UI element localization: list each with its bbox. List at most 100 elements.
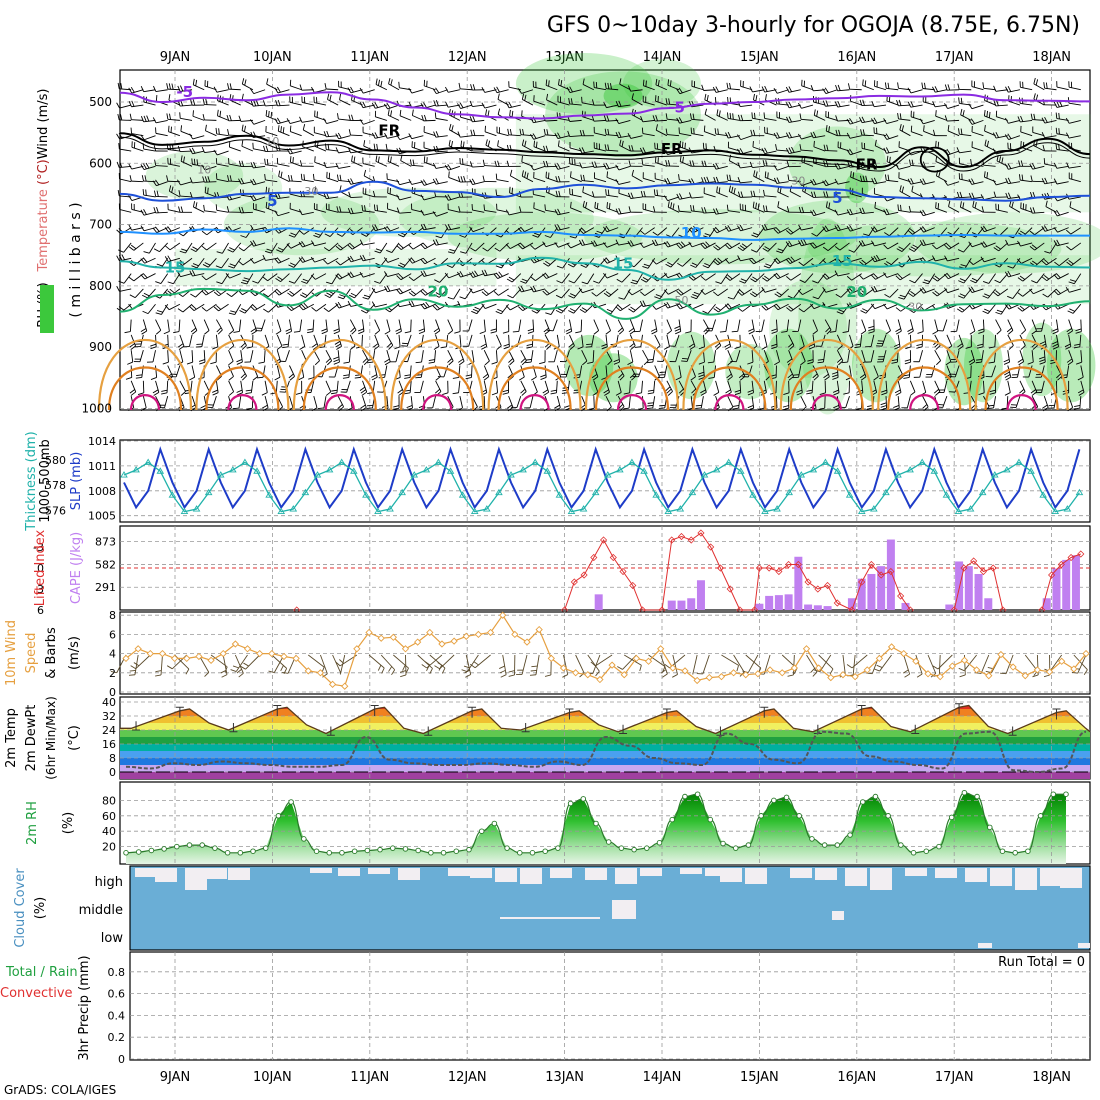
upper-wind-barb	[757, 203, 760, 210]
upper-wind-barb	[265, 145, 269, 152]
upper-wind-barb	[276, 334, 283, 347]
upper-wind-barb	[645, 80, 647, 87]
upper-wind-barb	[588, 407, 595, 411]
upper-wind-barb	[372, 190, 376, 197]
upper-wind-barb	[1065, 229, 1072, 235]
wind10m-barb	[204, 672, 210, 677]
upper-wind-barb	[301, 240, 306, 247]
upper-wind-barb	[837, 211, 850, 216]
upper-wind-barb	[459, 396, 463, 408]
upper-wind-barb	[987, 404, 995, 407]
upper-wind-barb	[896, 248, 903, 252]
upper-wind-barb	[432, 305, 438, 311]
upper-wind-barb	[565, 365, 570, 378]
upper-wind-barb	[424, 181, 436, 186]
upper-wind-barb	[581, 150, 594, 154]
wind10m-barb	[530, 669, 537, 672]
upper-wind-barb	[400, 242, 412, 250]
upper-wind-barb	[617, 304, 623, 310]
wind-speed-marker	[462, 632, 470, 640]
upper-wind-barb	[570, 98, 573, 105]
isotherm	[119, 91, 1091, 120]
upper-wind-barb	[623, 392, 630, 395]
upper-wind-barb	[569, 236, 576, 239]
upper-wind-barb	[469, 161, 473, 168]
upper-wind-barb	[350, 89, 363, 94]
upper-wind-barb	[713, 350, 717, 363]
upper-wind-barb	[1020, 345, 1026, 350]
upper-wind-barb	[179, 334, 185, 347]
upper-wind-barb	[315, 273, 327, 280]
upper-wind-barb	[627, 192, 632, 199]
upper-wind-barb	[591, 292, 597, 297]
upper-wind-barb	[411, 109, 414, 116]
upper-wind-barb	[775, 227, 781, 233]
upper-wind-barb	[183, 156, 185, 163]
upper-wind-barb	[881, 389, 887, 393]
upper-wind-barb	[502, 392, 509, 395]
upper-wind-barb	[482, 373, 489, 379]
thickness-marker	[192, 505, 201, 512]
upper-wind-barb	[506, 160, 510, 167]
upper-wind-barb	[239, 310, 246, 314]
upper-wind-barb	[1030, 389, 1036, 394]
upper-wind-barb	[773, 132, 778, 139]
upper-wind-barb	[1057, 211, 1069, 217]
bl-isotherm	[1006, 394, 1037, 411]
upper-wind-barb	[240, 373, 246, 379]
upper-wind-barb	[970, 118, 975, 124]
upper-wind-barb	[289, 119, 302, 124]
upper-wind-barb	[692, 205, 695, 212]
upper-wind-barb	[629, 319, 636, 331]
upper-wind-barb	[615, 392, 622, 396]
upper-wind-barb	[812, 365, 819, 377]
upper-wind-barb	[767, 172, 769, 179]
upper-wind-barb	[1053, 162, 1058, 169]
upper-wind-barb	[834, 270, 839, 277]
wind-speed-marker	[863, 666, 871, 674]
upper-wind-barb	[667, 391, 673, 396]
upper-wind-barb	[783, 392, 790, 396]
upper-wind-barb	[216, 290, 222, 295]
thickness-marker	[712, 466, 721, 473]
upper-wind-barb	[561, 288, 570, 299]
upper-wind-barb	[384, 132, 388, 139]
upper-wind-barb	[173, 273, 181, 284]
upper-wind-barb	[337, 113, 339, 120]
upper-wind-barb	[413, 288, 424, 297]
upper-wind-barb	[628, 308, 634, 313]
upper-wind-barb	[394, 346, 401, 350]
upper-wind-barb	[942, 395, 948, 408]
top-date-label: 17JAN	[935, 50, 974, 65]
upper-wind-barb	[791, 146, 795, 153]
upper-wind-barb	[1069, 206, 1082, 213]
upper-wind-barb	[715, 208, 719, 214]
upper-wind-barb	[958, 345, 964, 350]
upper-wind-barb	[300, 294, 306, 298]
upper-wind-barb	[337, 132, 342, 139]
upper-wind-barb	[741, 288, 753, 296]
upper-wind-barb	[257, 273, 266, 284]
wind10m-barb	[322, 673, 328, 678]
upper-wind-barb	[252, 319, 258, 332]
upper-wind-barb	[447, 251, 454, 254]
thickness-marker	[737, 467, 745, 474]
upper-wind-barb	[606, 115, 610, 122]
upper-wind-barb	[547, 329, 554, 332]
upper-wind-barb	[691, 85, 704, 91]
upper-wind-barb	[874, 85, 887, 91]
upper-wind-barb	[550, 392, 557, 395]
upper-wind-barb	[788, 147, 793, 154]
wind10m-barb	[166, 665, 173, 670]
upper-wind-barb	[1056, 242, 1069, 247]
max-marker	[370, 705, 379, 716]
upper-wind-barb	[822, 100, 826, 107]
upper-wind-barb	[679, 119, 692, 124]
upper-wind-barb	[140, 134, 145, 140]
upper-wind-barb	[971, 131, 984, 137]
upper-wind-barb	[1008, 89, 1021, 93]
upper-wind-barb	[242, 288, 254, 296]
upper-wind-barb	[123, 273, 132, 284]
upper-wind-barb	[562, 258, 570, 269]
upper-wind-barb	[899, 185, 902, 192]
